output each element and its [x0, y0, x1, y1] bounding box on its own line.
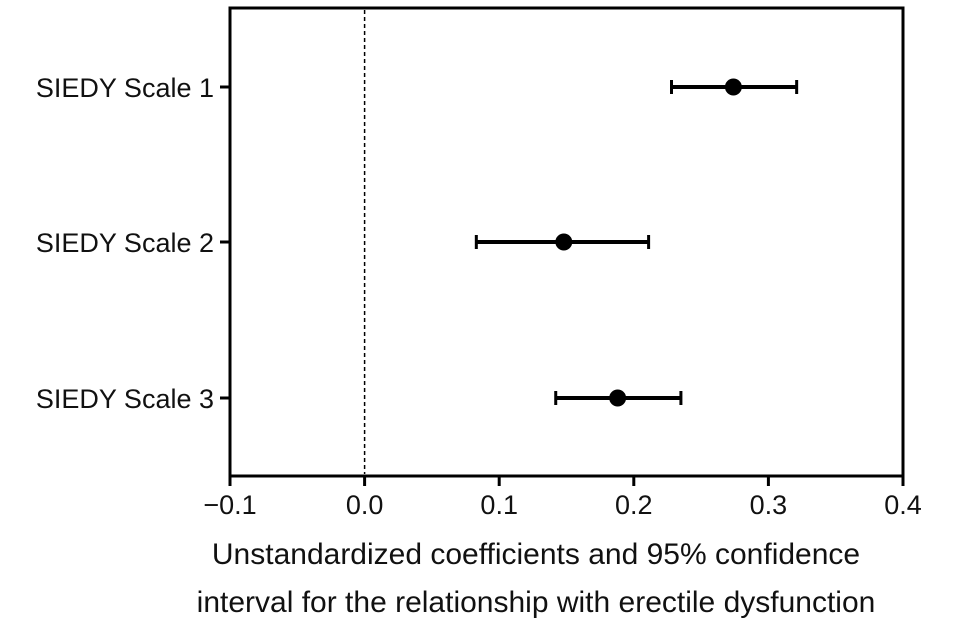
estimates-layer: [474, 78, 799, 407]
x-axis-title-line-2: interval for the relationship with erect…: [197, 586, 876, 619]
point-estimate: [609, 389, 627, 407]
x-tick-label: 0.1: [480, 490, 518, 520]
x-tick-label: 0.2: [615, 490, 653, 520]
x-tick-label: 0.3: [750, 490, 788, 520]
category-label: SIEDY Scale 2: [36, 228, 214, 258]
category-label: SIEDY Scale 1: [36, 73, 214, 103]
x-axis-ticks: −0.1 0.0 0.1 0.2 0.3 0.4: [203, 476, 922, 520]
x-tick-label: 0.0: [346, 490, 384, 520]
point-estimate: [724, 78, 742, 96]
x-tick-label: −0.1: [203, 490, 256, 520]
x-axis-title-line-1: Unstandardized coefficients and 95% conf…: [212, 538, 860, 571]
y-axis-ticks: SIEDY Scale 1 SIEDY Scale 2 SIEDY Scale 3: [36, 73, 230, 414]
category-label: SIEDY Scale 3: [36, 384, 214, 414]
x-tick-label: 0.4: [884, 490, 922, 520]
point-estimate: [555, 233, 573, 251]
